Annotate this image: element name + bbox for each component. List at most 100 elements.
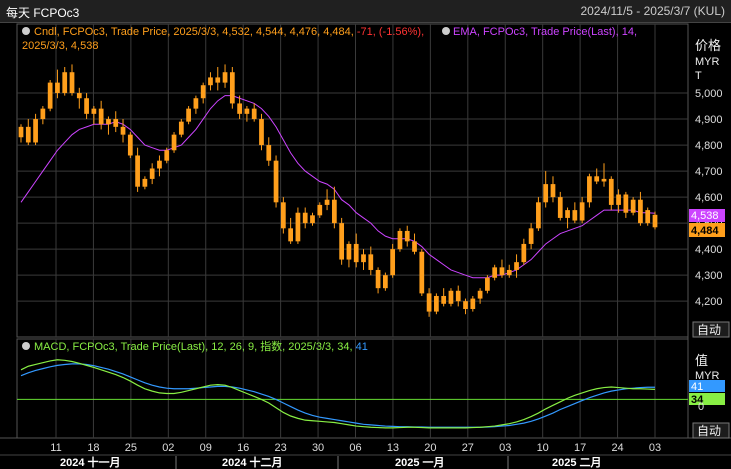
price-tick-label: 4,400 (695, 244, 723, 256)
candle (375, 267, 381, 294)
candle (572, 202, 578, 224)
candle (200, 82, 206, 104)
month-label: 2024 十二月 (222, 455, 283, 469)
candle-body (40, 108, 46, 120)
candle-body (324, 199, 330, 205)
candle-body (499, 267, 505, 276)
candle (565, 207, 570, 229)
candle-body (477, 290, 483, 299)
x-tick-label: 06 (349, 442, 361, 454)
candle-body (208, 77, 213, 86)
ema-legend-toggle-icon[interactable] (442, 27, 450, 35)
candle-body (142, 178, 148, 187)
candle (47, 80, 53, 112)
month-label: 2024 十一月 (60, 455, 121, 469)
candle (25, 119, 31, 146)
candle-body (630, 199, 636, 213)
candle-body (18, 126, 24, 138)
candle-body (237, 103, 242, 114)
candle-body (120, 126, 126, 135)
change-legend: -71, (-1.56%), (357, 26, 424, 38)
candle-body (368, 254, 374, 270)
candle (244, 106, 250, 122)
candle (528, 223, 534, 250)
x-tick-label: 03 (649, 442, 661, 454)
x-tick-label: 23 (275, 442, 287, 454)
candle (266, 137, 272, 166)
candle (412, 233, 417, 255)
candle-body (521, 243, 527, 263)
candle (106, 116, 111, 135)
macd-legend-toggle-icon[interactable] (22, 342, 30, 350)
candle-body (397, 230, 403, 250)
candle (434, 293, 439, 315)
macd-auto-button[interactable]: 自动 (692, 422, 730, 439)
candle (135, 147, 140, 192)
chart-header: 每天 FCPOc3 2024/11/5 - 2025/3/7 (KUL) (0, 0, 731, 23)
price-auto-button[interactable]: 自动 (692, 321, 730, 338)
candle-body (55, 82, 60, 94)
candle (638, 191, 643, 226)
candle-body (273, 160, 279, 203)
candle-body (361, 254, 366, 263)
signal-line (20, 363, 655, 428)
candle-body (623, 194, 629, 213)
candle (550, 176, 556, 203)
date-range: 2024/11/5 - 2025/3/7 (KUL) (580, 4, 725, 18)
candle (536, 197, 541, 231)
price-tick-label: 4,600 (695, 192, 723, 204)
candle-body (164, 150, 170, 161)
candle-body (157, 160, 162, 169)
candle (310, 212, 315, 226)
candle (557, 191, 563, 221)
candle (273, 155, 279, 208)
close-badge-text: 4,484 (691, 225, 719, 237)
candle (331, 186, 337, 229)
candle-body (25, 126, 31, 143)
candle (448, 288, 454, 307)
candle-body (91, 108, 97, 114)
candle-body (295, 212, 301, 242)
candle (368, 246, 374, 276)
candle-legend: Cndl, FCPOc3, Trade Price, 2025/3/3, 4,5… (34, 26, 354, 38)
candle-body (215, 77, 221, 83)
candle-body (346, 243, 352, 260)
candle-body (47, 82, 53, 109)
macd-axis-unit: MYR (695, 370, 720, 382)
candle-body (536, 202, 541, 229)
price-tick-label: 4,300 (695, 270, 723, 282)
candle-body (178, 121, 184, 135)
price-axis-unit: MYR (695, 56, 720, 68)
ema-legend: EMA, FCPOc3, Trade Price(Last), 14, (453, 26, 637, 38)
x-tick-label: 24 (611, 442, 623, 454)
candle (463, 298, 468, 315)
candle-body (426, 293, 432, 312)
legend-toggle-icon[interactable] (22, 27, 30, 35)
candle-body (33, 119, 38, 143)
candle (164, 147, 170, 164)
svg-text:MACD, FCPOc3, Trade Price(Last: MACD, FCPOc3, Trade Price(Last), 12, 26,… (34, 339, 368, 353)
chart-title: 每天 FCPOc3 (6, 6, 80, 20)
candle (499, 259, 505, 278)
candle (455, 285, 461, 307)
candle-body (434, 295, 439, 312)
candle (302, 207, 308, 229)
candle-body (171, 134, 177, 151)
candle-body (98, 108, 104, 125)
candle-body (353, 243, 359, 263)
x-tick-label: 17 (574, 442, 586, 454)
ema-badge (689, 209, 725, 222)
candle-body (229, 72, 235, 104)
candle (594, 168, 600, 185)
x-tick-label: 25 (125, 442, 137, 454)
candle (178, 119, 184, 138)
candle (98, 100, 104, 130)
candle-body (441, 295, 447, 304)
price-axis-unit-2: T (695, 70, 702, 82)
candle (353, 233, 359, 268)
macd-badge (689, 393, 725, 405)
candle (18, 124, 24, 143)
macd-legend: MACD, FCPOc3, Trade Price(Last), 12, 26,… (22, 339, 368, 353)
price-axis-title: 价格 (695, 38, 721, 53)
